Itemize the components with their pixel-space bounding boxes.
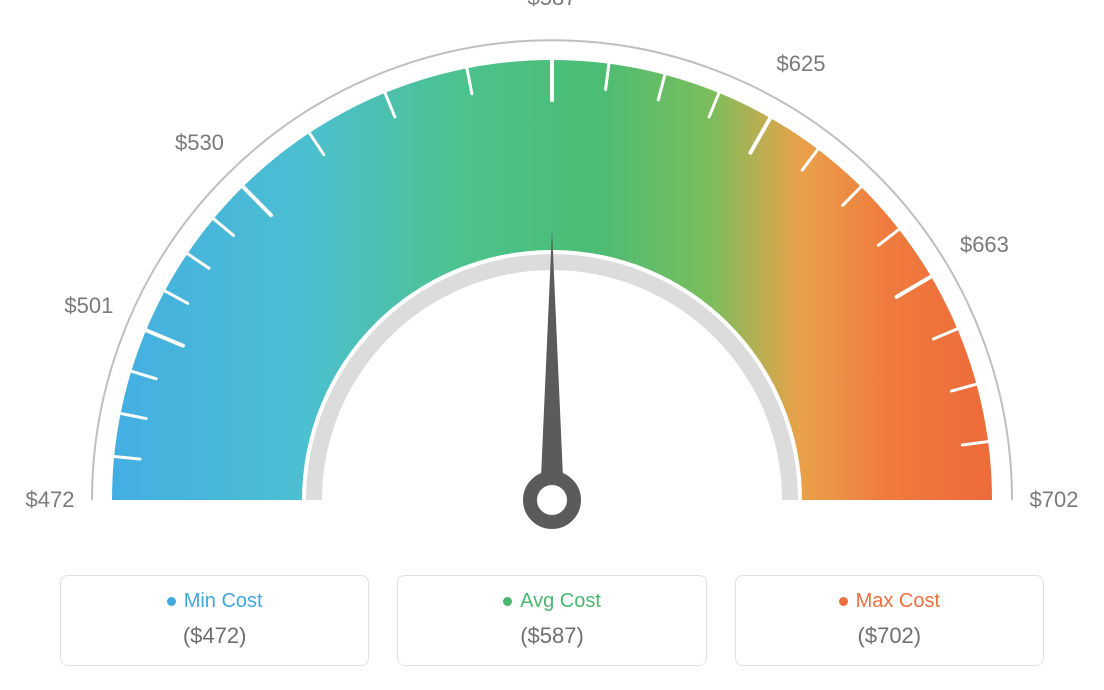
gauge-tick-label: $702: [1030, 487, 1079, 513]
legend-value-max: ($702): [748, 623, 1031, 649]
legend-row: Min Cost ($472) Avg Cost ($587) Max Cost…: [60, 575, 1044, 666]
gauge-tick-label: $663: [960, 232, 1009, 258]
legend-card-avg: Avg Cost ($587): [397, 575, 706, 666]
legend-card-max: Max Cost ($702): [735, 575, 1044, 666]
legend-value-avg: ($587): [410, 623, 693, 649]
legend-label-max: Max Cost: [856, 590, 940, 613]
gauge-tick-label: $530: [175, 130, 224, 156]
legend-dot-min: [167, 597, 176, 606]
legend-dot-max: [839, 597, 848, 606]
legend-title-min: Min Cost: [167, 590, 263, 613]
legend-title-max: Max Cost: [839, 590, 940, 613]
legend-dot-avg: [503, 597, 512, 606]
gauge-tick-label: $501: [64, 293, 113, 319]
gauge-tick-label: $625: [777, 51, 826, 77]
cost-gauge: $472 $501 $530 $587 $625 $663 $702: [0, 0, 1104, 560]
gauge-tick-label: $472: [26, 487, 75, 513]
legend-value-min: ($472): [73, 623, 356, 649]
legend-title-avg: Avg Cost: [503, 590, 601, 613]
legend-label-avg: Avg Cost: [520, 590, 601, 613]
legend-label-min: Min Cost: [184, 590, 263, 613]
gauge-svg: [0, 0, 1104, 560]
gauge-tick-label: $587: [528, 0, 577, 11]
legend-card-min: Min Cost ($472): [60, 575, 369, 666]
